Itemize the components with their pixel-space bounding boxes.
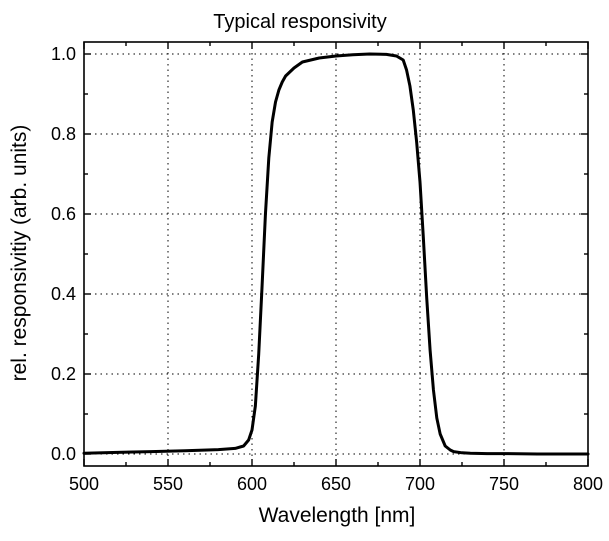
x-tick-label: 750 (489, 474, 519, 494)
axis-ticks (83, 42, 589, 466)
x-tick-label: 800 (573, 474, 603, 494)
tick-labels: 500 550 600 650 700 750 800 0.0 0.2 0.4 0.6 0.8 1.0 (51, 44, 603, 494)
x-tick-label: 650 (321, 474, 351, 494)
x-axis-title: Wavelength [nm] (259, 504, 416, 527)
chart-title: Typical responsivity (213, 11, 386, 33)
plot-frame (83, 41, 589, 467)
x-tick-label: 550 (153, 474, 183, 494)
y-tick-label: 1.0 (51, 44, 76, 64)
y-axis-title: rel. responsivitiy (arb. units) (8, 125, 31, 382)
y-tick-label: 0.0 (51, 444, 76, 464)
series-layer (82, 52, 590, 456)
responsivity-curve (82, 52, 590, 456)
y-tick-label: 0.8 (51, 124, 76, 144)
y-tick-label: 0.6 (51, 204, 76, 224)
y-tick-label: 0.4 (51, 284, 76, 304)
y-tick-label: 0.2 (51, 364, 76, 384)
x-tick-label: 500 (69, 474, 99, 494)
x-tick-label: 700 (405, 474, 435, 494)
x-tick-label: 600 (237, 474, 267, 494)
grid (84, 42, 588, 466)
